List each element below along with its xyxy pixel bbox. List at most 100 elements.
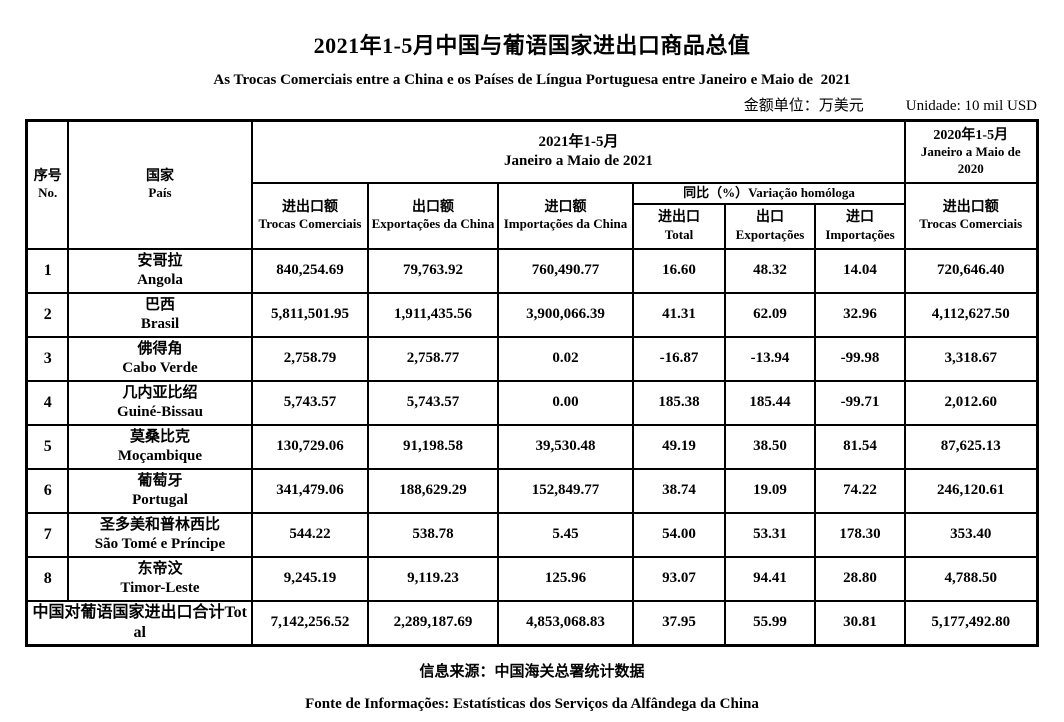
cell-yoy-exports: 94.41	[723, 555, 816, 602]
cell-exports: 5,743.57	[366, 379, 499, 426]
cell-trade-2020: 3,318.67	[904, 335, 1038, 382]
cell-imports: 39,530.48	[496, 423, 634, 470]
cell-imports: 5.45	[496, 511, 634, 558]
table-row: 1 安哥拉 Angola 840,254.69 79,763.92 760,49…	[25, 247, 1038, 294]
cell-country: 佛得角 Cabo Verde	[66, 335, 253, 382]
country-name-pt: Timor-Leste	[120, 579, 200, 596]
cell-no: 5	[25, 423, 69, 470]
col-header-no: 序号 No.	[25, 119, 69, 250]
col-group-2020: 2020年1-5月 Janeiro a Maio de 2020	[904, 119, 1038, 184]
cell-no: 3	[25, 335, 69, 382]
cell-yoy-total: 38.74	[631, 467, 726, 514]
cell-imports: 4,853,068.83	[496, 599, 634, 647]
col-header-imports-cn: 进口额	[544, 199, 587, 215]
cell-no: 4	[25, 379, 69, 426]
header-row-3: 进出口 Total 出口 Exportações 进口 Importações	[27, 202, 1037, 250]
cell-no: 6	[25, 467, 69, 514]
cell-trade: 341,479.06	[250, 467, 369, 514]
col-header-exports: 出口额 Exportações da China	[366, 181, 499, 250]
cell-exports: 2,758.77	[366, 335, 499, 382]
country-name-cn: 安哥拉	[137, 252, 183, 269]
col-header-trade-cn: 进出口额	[281, 199, 338, 215]
cell-exports: 2,289,187.69	[366, 599, 499, 647]
cell-yoy-total: 49.19	[631, 423, 726, 470]
cell-trade-2020: 246,120.61	[904, 467, 1038, 514]
cell-no: 8	[25, 555, 69, 602]
unit-line: 金额单位：万美元 Unidade: 10 mil USD	[27, 94, 1037, 115]
col-header-country-latin: País	[148, 185, 172, 201]
table-row: 6 葡萄牙 Portugal 341,479.06 188,629.29 152…	[25, 467, 1038, 514]
cell-yoy-imports: 28.80	[813, 555, 907, 602]
cell-imports: 3,900,066.39	[496, 291, 634, 338]
cell-trade-2020: 4,788.50	[904, 555, 1038, 602]
col-header-yoy-exports: 出口 Exportações	[723, 202, 816, 250]
country-name-pt: São Tomé e Príncipe	[94, 535, 226, 552]
cell-trade-2020: 353.40	[904, 511, 1038, 558]
col-header-trade: 进出口额 Trocas Comerciais	[250, 181, 369, 250]
period-2021-latin: Janeiro a Maio de 2021	[504, 152, 653, 169]
cell-yoy-total: 41.31	[631, 291, 726, 338]
cell-yoy-exports: 55.99	[723, 599, 816, 647]
cell-country: 安哥拉 Angola	[66, 247, 253, 294]
col-header-yoy-total-latin: Total	[664, 226, 694, 242]
cell-trade: 5,743.57	[250, 379, 369, 426]
col-header-yoy-total: 进出口 Total	[631, 202, 726, 250]
cell-trade-2020: 2,012.60	[904, 379, 1038, 426]
page-title: 2021年1-5月中国与葡语国家进出口商品总值	[313, 33, 751, 58]
col-group-yoy: 同比（%）Variação homóloga	[631, 181, 907, 205]
table-row: 5 莫桑比克 Moçambique 130,729.06 91,198.58 3…	[25, 423, 1038, 470]
cell-trade-2020: 87,625.13	[904, 423, 1038, 470]
cell-exports: 91,198.58	[366, 423, 499, 470]
period-2021-cn: 2021年1-5月	[538, 134, 619, 150]
unit-label-usd: Unidade: 10 mil USD	[905, 98, 1037, 114]
col-header-exports-latin: Exportações da China	[371, 216, 495, 232]
cell-yoy-exports: -13.94	[723, 335, 816, 382]
source-line-pt: Fonte de Informações: Estatísticas dos S…	[305, 696, 759, 712]
cell-yoy-exports: 62.09	[723, 291, 816, 338]
cell-yoy-exports: 19.09	[723, 467, 816, 514]
cell-yoy-exports: 185.44	[723, 379, 816, 426]
cell-yoy-total: -16.87	[631, 335, 726, 382]
table-row: 4 几内亚比绍 Guiné-Bissau 5,743.57 5,743.57 0…	[25, 379, 1038, 426]
cell-yoy-total: 93.07	[631, 555, 726, 602]
country-name-cn: 圣多美和普林西比	[99, 516, 220, 533]
period-2020-cn: 2020年1-5月	[933, 127, 1009, 143]
cell-yoy-imports: 14.04	[813, 247, 907, 294]
col-header-imports-latin: Importações da China	[503, 216, 628, 232]
table-row: 3 佛得角 Cabo Verde 2,758.79 2,758.77 0.02 …	[25, 335, 1038, 382]
cell-imports: 125.96	[496, 555, 634, 602]
cell-yoy-imports: 178.30	[813, 511, 907, 558]
cell-country: 巴西 Brasil	[66, 291, 253, 338]
country-name-pt: Brasil	[140, 315, 180, 332]
header-row-2: 进出口额 Trocas Comerciais 出口额 Exportações d…	[27, 181, 1038, 250]
country-name-pt: Cabo Verde	[122, 359, 198, 376]
col-header-yoy-total-cn: 进出口	[657, 210, 700, 226]
cell-trade: 544.22	[250, 511, 369, 558]
cell-yoy-imports: 32.96	[813, 291, 907, 338]
cell-exports: 188,629.29	[366, 467, 499, 514]
country-name-cn: 巴西	[144, 296, 175, 313]
cell-yoy-imports: 30.81	[813, 599, 907, 647]
country-name-pt: Guiné-Bissau	[117, 403, 203, 420]
cell-yoy-total: 37.95	[631, 599, 726, 647]
cell-trade: 130,729.06	[250, 423, 369, 470]
cell-no: 1	[25, 247, 69, 294]
col-header-yoy-imports-cn: 进口	[845, 210, 874, 226]
country-name-cn: 佛得角	[137, 340, 183, 357]
country-name-pt: Portugal	[132, 491, 188, 508]
header-row-1: 序号 No. 国家 País 2021年1-5月 Janeiro a Maio …	[25, 119, 1038, 250]
cell-trade: 2,758.79	[250, 335, 369, 382]
cell-imports: 152,849.77	[496, 467, 634, 514]
col-header-no-cn: 序号	[33, 168, 62, 184]
page-subtitle: As Trocas Comerciais entre a China e os …	[213, 72, 851, 88]
cell-trade: 840,254.69	[250, 247, 369, 294]
cell-country: 东帝汶 Timor-Leste	[66, 555, 253, 602]
cell-country: 葡萄牙 Portugal	[66, 467, 253, 514]
cell-trade: 9,245.19	[250, 555, 369, 602]
col-header-country-cn: 国家	[145, 168, 174, 184]
col-header-yoy-imports: 进口 Importações	[813, 202, 907, 250]
country-name-cn: 几内亚比绍	[122, 384, 198, 401]
cell-yoy-imports: 81.54	[813, 423, 907, 470]
cell-imports: 760,490.77	[496, 247, 634, 294]
cell-trade: 5,811,501.95	[250, 291, 369, 338]
